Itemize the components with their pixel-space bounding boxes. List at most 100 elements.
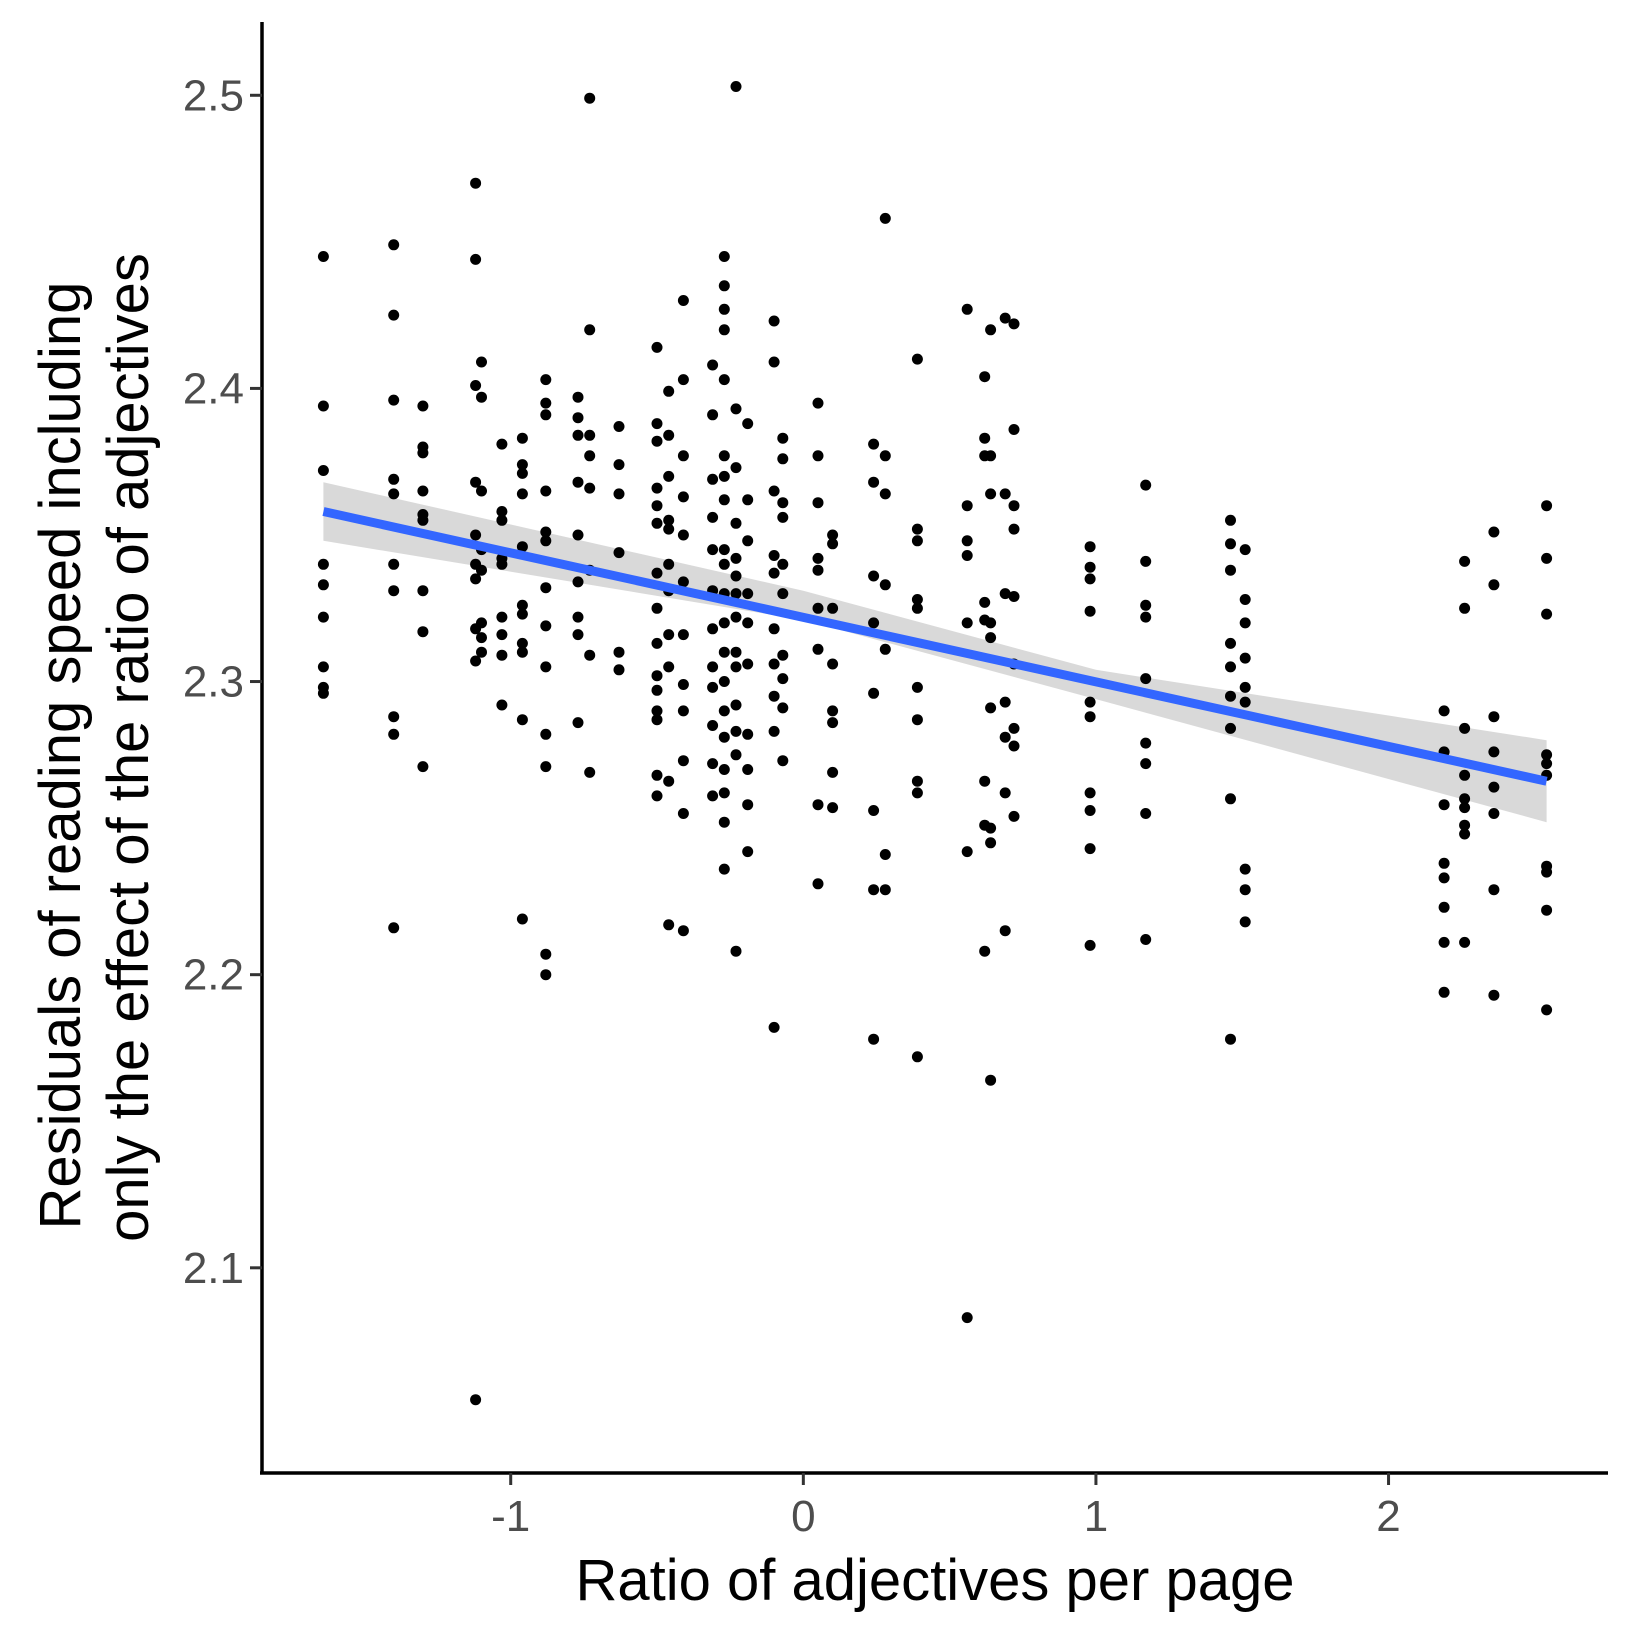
- data-point: [496, 506, 508, 517]
- data-point: [718, 450, 730, 462]
- data-point: [812, 602, 824, 614]
- data-point: [1459, 828, 1471, 840]
- data-point: [979, 371, 991, 383]
- data-point: [1239, 544, 1251, 556]
- data-point: [317, 400, 329, 412]
- data-point: [663, 385, 675, 397]
- data-point: [730, 403, 742, 415]
- data-point: [663, 514, 675, 526]
- data-point: [1140, 737, 1152, 749]
- data-point: [540, 728, 552, 740]
- data-point: [540, 582, 552, 594]
- data-point: [768, 315, 780, 327]
- data-point: [1008, 591, 1020, 602]
- data-point: [1541, 1004, 1553, 1016]
- data-point: [516, 432, 528, 444]
- data-point: [777, 702, 789, 714]
- data-point: [540, 761, 552, 773]
- data-point: [1541, 500, 1553, 512]
- data-point: [1084, 541, 1096, 553]
- data-point: [1459, 936, 1471, 948]
- data-point: [572, 717, 584, 729]
- data-point: [868, 570, 880, 582]
- data-point: [1225, 722, 1236, 734]
- data-point: [1239, 594, 1251, 605]
- data-point: [663, 429, 675, 441]
- data-point: [1225, 538, 1236, 550]
- data-point: [1438, 857, 1450, 869]
- data-point: [317, 558, 329, 570]
- y-tick-label: 2.5: [183, 71, 244, 120]
- data-point: [651, 602, 663, 614]
- data-point: [827, 602, 839, 614]
- data-point: [677, 576, 689, 588]
- data-point: [812, 564, 824, 576]
- data-point: [1488, 579, 1500, 591]
- data-point: [985, 450, 997, 462]
- data-point: [677, 679, 689, 690]
- data-point: [476, 564, 487, 576]
- data-point: [742, 846, 754, 858]
- data-point: [540, 661, 552, 673]
- data-point: [1488, 746, 1500, 758]
- data-point: [730, 725, 742, 737]
- data-point: [707, 473, 719, 485]
- data-point: [516, 541, 528, 553]
- data-point: [663, 775, 675, 787]
- x-ticks: -1 0 1 2: [491, 1473, 1401, 1541]
- data-point: [317, 661, 329, 673]
- data-point: [707, 681, 719, 693]
- data-point: [961, 1312, 973, 1324]
- data-point: [677, 705, 689, 717]
- data-point: [496, 438, 508, 450]
- data-point: [1488, 711, 1500, 723]
- data-point: [1225, 637, 1236, 649]
- data-point: [540, 969, 552, 981]
- data-point: [911, 681, 923, 693]
- data-point: [1488, 526, 1500, 538]
- data-point: [1225, 690, 1236, 702]
- x-tick-label: 2: [1376, 1492, 1400, 1541]
- data-point: [718, 324, 730, 336]
- data-point: [1459, 722, 1471, 734]
- data-point: [879, 450, 891, 462]
- data-point: [1084, 805, 1096, 816]
- data-point: [476, 617, 487, 629]
- data-point: [584, 766, 596, 778]
- data-point: [812, 397, 824, 409]
- data-point: [777, 649, 789, 661]
- data-point: [651, 500, 663, 512]
- data-point: [827, 717, 839, 729]
- data-point: [730, 552, 742, 564]
- data-point: [1008, 424, 1020, 435]
- data-point: [1541, 758, 1553, 770]
- data-point: [777, 453, 789, 465]
- data-point: [1140, 934, 1152, 945]
- data-point: [1225, 1033, 1236, 1045]
- data-point: [718, 646, 730, 658]
- data-point: [985, 1074, 997, 1086]
- data-point: [1140, 673, 1152, 685]
- data-point: [742, 588, 754, 600]
- data-point: [730, 699, 742, 711]
- data-point: [768, 356, 780, 368]
- data-point: [1008, 810, 1020, 822]
- data-point: [961, 617, 973, 629]
- data-point: [677, 295, 689, 306]
- data-point: [540, 620, 552, 632]
- data-point: [768, 485, 780, 497]
- data-point: [584, 450, 596, 462]
- data-point: [663, 523, 675, 535]
- data-point: [1438, 901, 1450, 913]
- data-point: [868, 1033, 880, 1045]
- data-point: [584, 324, 596, 336]
- data-point: [417, 761, 429, 773]
- fit-line-layer: [322, 507, 1548, 786]
- data-point: [768, 690, 780, 702]
- data-point: [985, 837, 997, 849]
- data-point: [768, 567, 780, 579]
- data-point: [999, 588, 1011, 600]
- data-point: [663, 558, 675, 570]
- data-point: [540, 948, 552, 960]
